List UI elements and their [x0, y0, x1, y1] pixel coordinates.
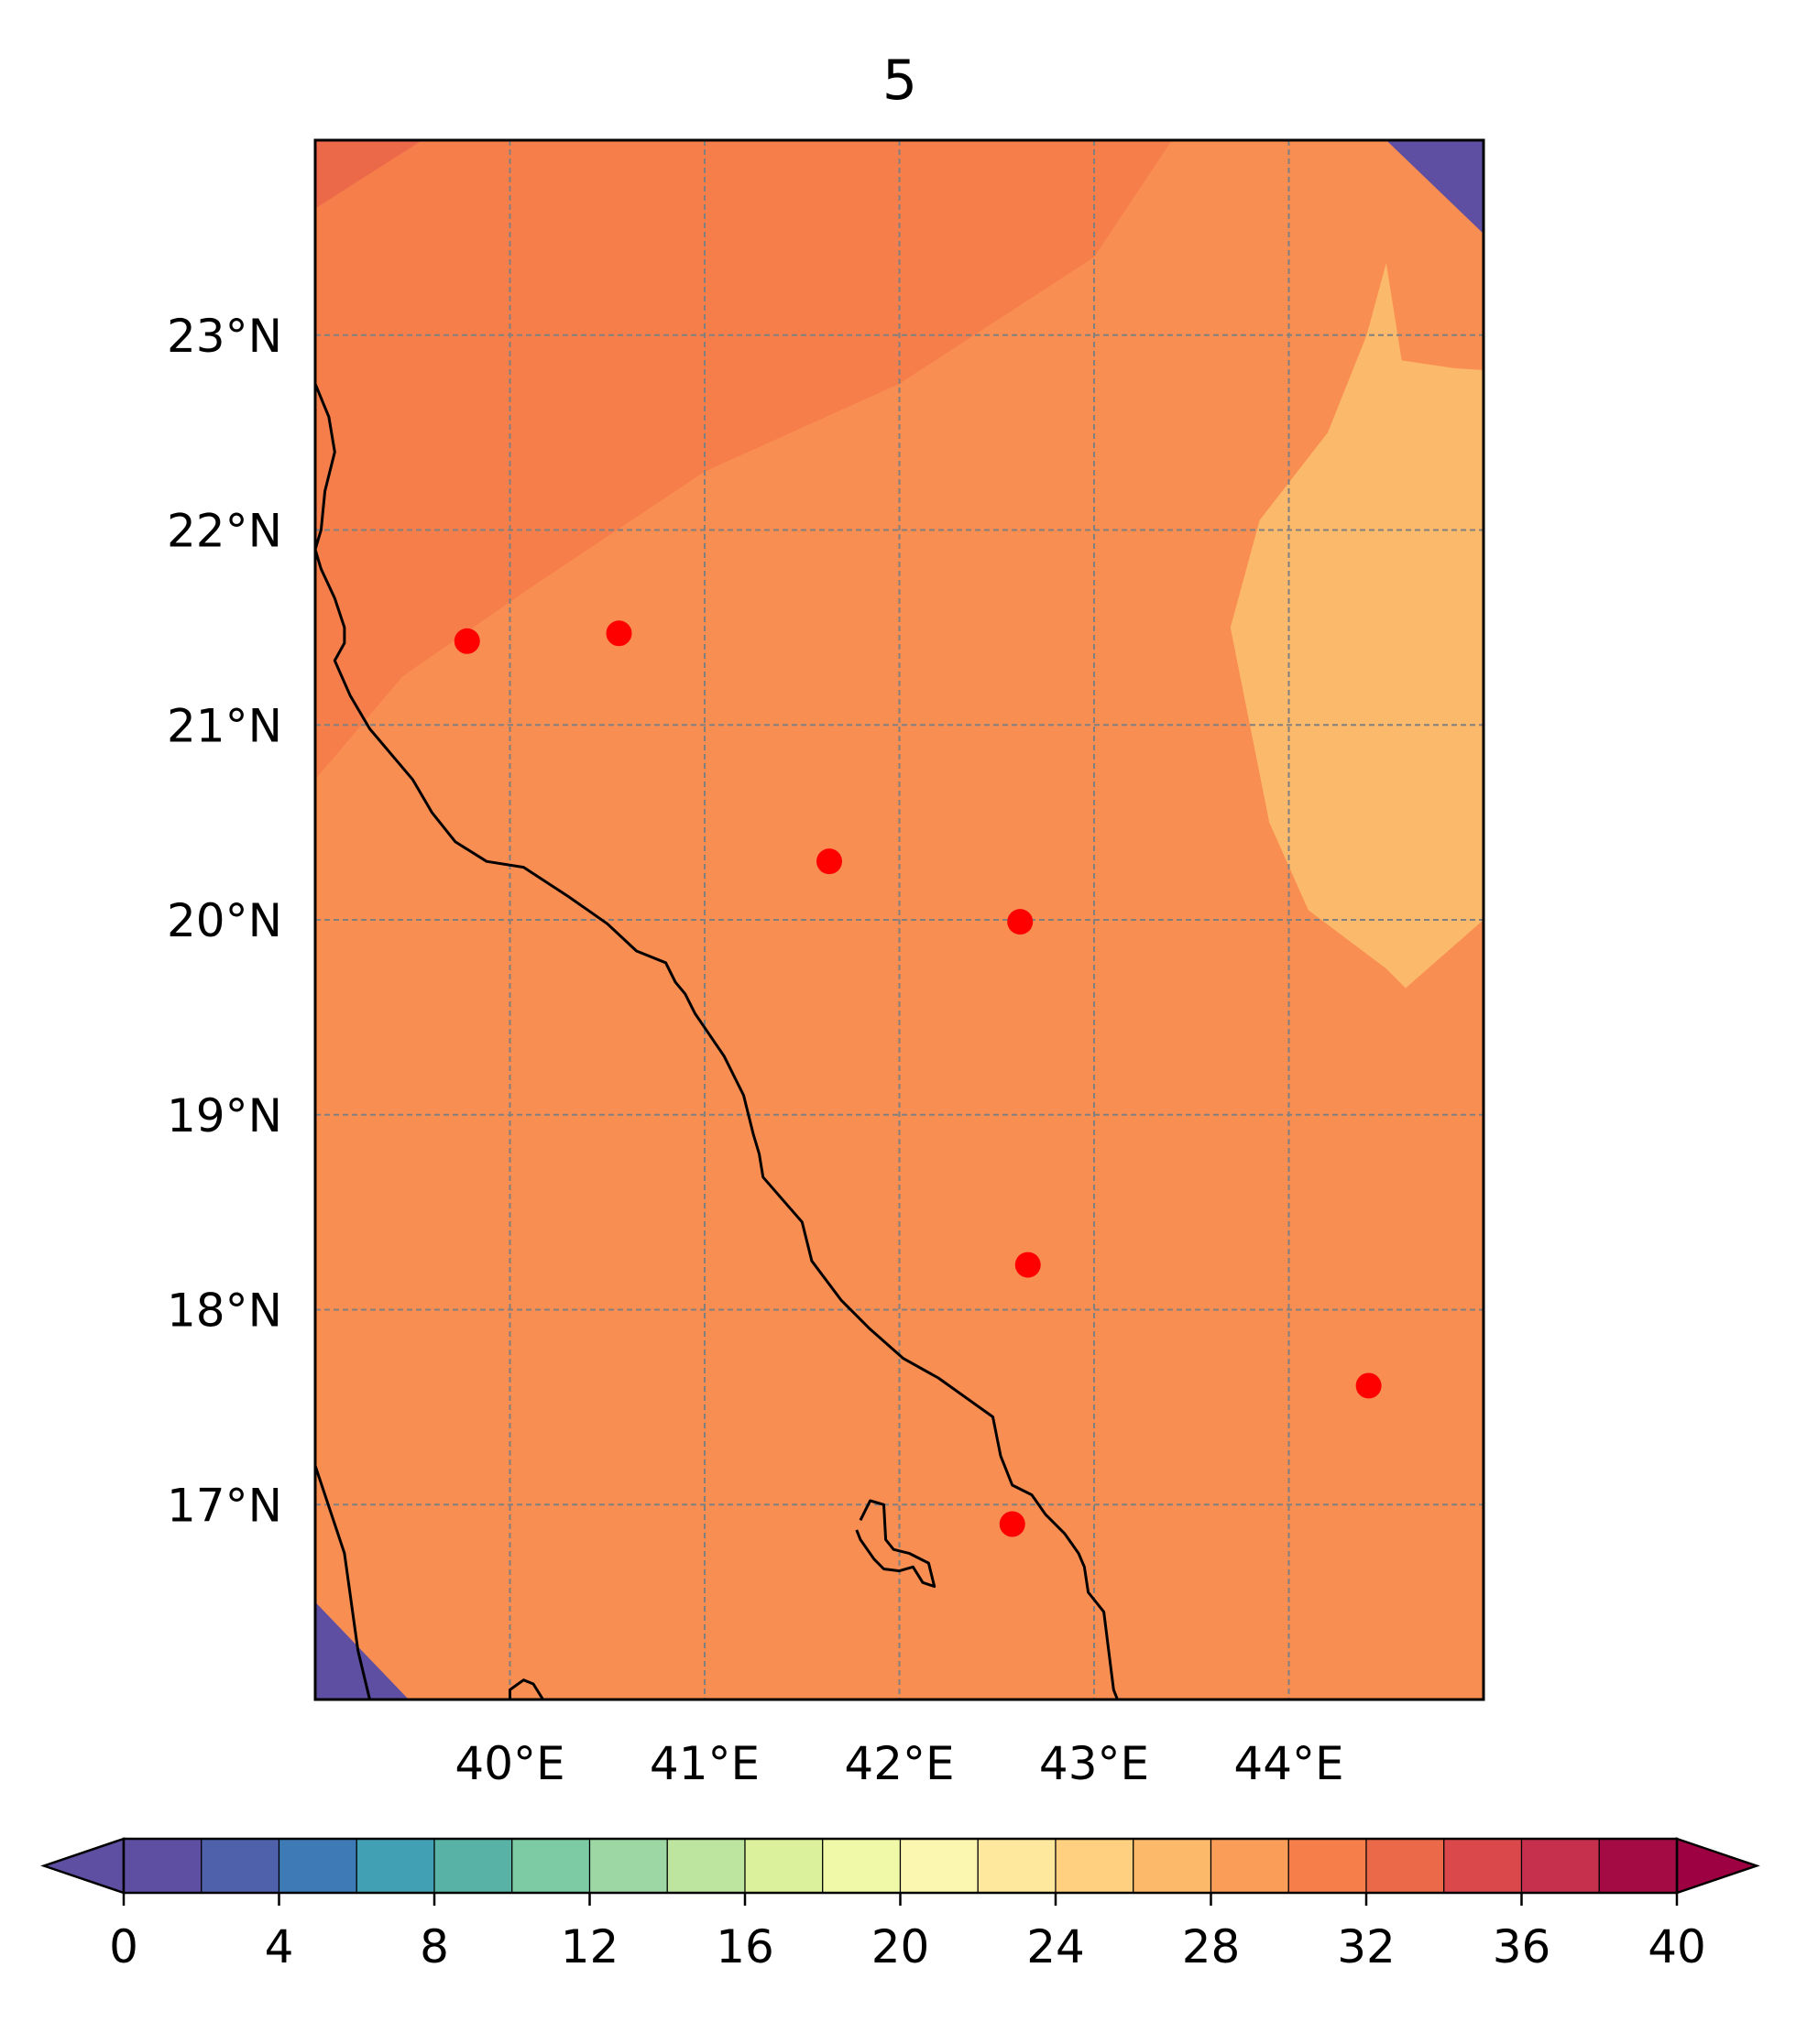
contour-region-0-and-below — [315, 1601, 409, 1700]
station-marker — [816, 848, 842, 875]
colorbar-tick-label: 32 — [1337, 1920, 1396, 1973]
colorbar-segment — [1443, 1838, 1523, 1894]
colorbar-segment — [977, 1838, 1057, 1894]
lat-tick-label: 20°N — [167, 894, 282, 947]
map-area — [315, 140, 1484, 1700]
colorbar-segment — [511, 1838, 591, 1894]
coastline — [315, 383, 1119, 1700]
station-marker — [606, 620, 632, 647]
lat-tick-label: 18°N — [167, 1284, 282, 1338]
lat-tick-label: 23°N — [167, 310, 282, 363]
colorbar-segment — [744, 1838, 824, 1894]
lat-tick-label: 19°N — [167, 1089, 282, 1142]
contour-region-0-and-below — [1385, 140, 1484, 235]
colorbar-segment — [899, 1838, 979, 1894]
colorbar-extend-under — [40, 1837, 126, 1895]
colorbar-segment — [123, 1838, 203, 1894]
colorbar-tick-label: 28 — [1182, 1920, 1241, 1973]
coastline — [855, 1499, 936, 1589]
colorbar-extend-over — [1675, 1837, 1760, 1895]
colorbar-tick-label: 24 — [1026, 1920, 1085, 1973]
colorbar-segment — [822, 1838, 902, 1894]
colorbar: 0 4 8 12 16 20 24 28 32 36 40 — [40, 1837, 1760, 1973]
coastline — [315, 1465, 371, 1700]
longitude-tick-labels: 40°E 41°E 42°E 43°E 44°E — [454, 1737, 1343, 1790]
coastline — [509, 1678, 544, 1700]
lat-tick-label: 21°N — [167, 699, 282, 752]
map-frame — [313, 138, 1485, 1701]
colorbar-tick-label: 20 — [871, 1920, 930, 1973]
colorbar-segment — [1365, 1838, 1445, 1894]
lon-tick-label: 40°E — [454, 1737, 564, 1790]
colorbar-tick-label: 0 — [109, 1920, 138, 1973]
colorbar-segment — [666, 1838, 746, 1894]
lat-tick-label: 17°N — [167, 1479, 282, 1532]
lat-tick-label: 22°N — [167, 505, 282, 558]
colorbar-segment — [1210, 1838, 1289, 1894]
colorbar-segment — [1598, 1838, 1678, 1894]
colorbar-segment — [356, 1838, 435, 1894]
colorbar-tick-label: 4 — [265, 1920, 294, 1973]
station-marker — [1007, 909, 1034, 935]
colorbar-segment — [1520, 1838, 1600, 1894]
colorbar-segment — [1287, 1838, 1367, 1894]
colorbar-segment — [433, 1838, 513, 1894]
lon-tick-label: 43°E — [1039, 1737, 1149, 1790]
colorbar-segment — [588, 1838, 668, 1894]
lon-tick-label: 42°E — [844, 1737, 954, 1790]
colorbar-segment — [201, 1838, 280, 1894]
colorbar-segment — [278, 1838, 357, 1894]
colorbar-tick-label: 36 — [1493, 1920, 1551, 1973]
station-markers — [454, 620, 1382, 1537]
colorbar-tick-label: 40 — [1648, 1920, 1706, 1973]
colorbar-segment — [1055, 1838, 1134, 1894]
station-marker — [1355, 1372, 1382, 1399]
latitude-tick-labels: 17°N 18°N 19°N 20°N 21°N 22°N 23°N — [167, 310, 282, 1533]
colorbar-segment — [1133, 1838, 1212, 1894]
coastline-layer — [315, 383, 1119, 1700]
colorbar-tick-label: 12 — [561, 1920, 619, 1973]
colorbar-tick-label: 16 — [716, 1920, 774, 1973]
lon-tick-label: 44°E — [1233, 1737, 1343, 1790]
station-marker — [1014, 1252, 1041, 1278]
gridlines — [315, 140, 1484, 1700]
map-title: 5 — [882, 49, 917, 113]
colorbar-tick-label: 8 — [420, 1920, 449, 1973]
contour-region-28-30 — [1230, 263, 1484, 989]
station-marker — [999, 1511, 1025, 1537]
station-marker — [454, 628, 480, 654]
contour-region-32-34 — [315, 140, 1172, 780]
contour-region-34-36 — [315, 140, 422, 209]
lon-tick-label: 41°E — [650, 1737, 760, 1790]
